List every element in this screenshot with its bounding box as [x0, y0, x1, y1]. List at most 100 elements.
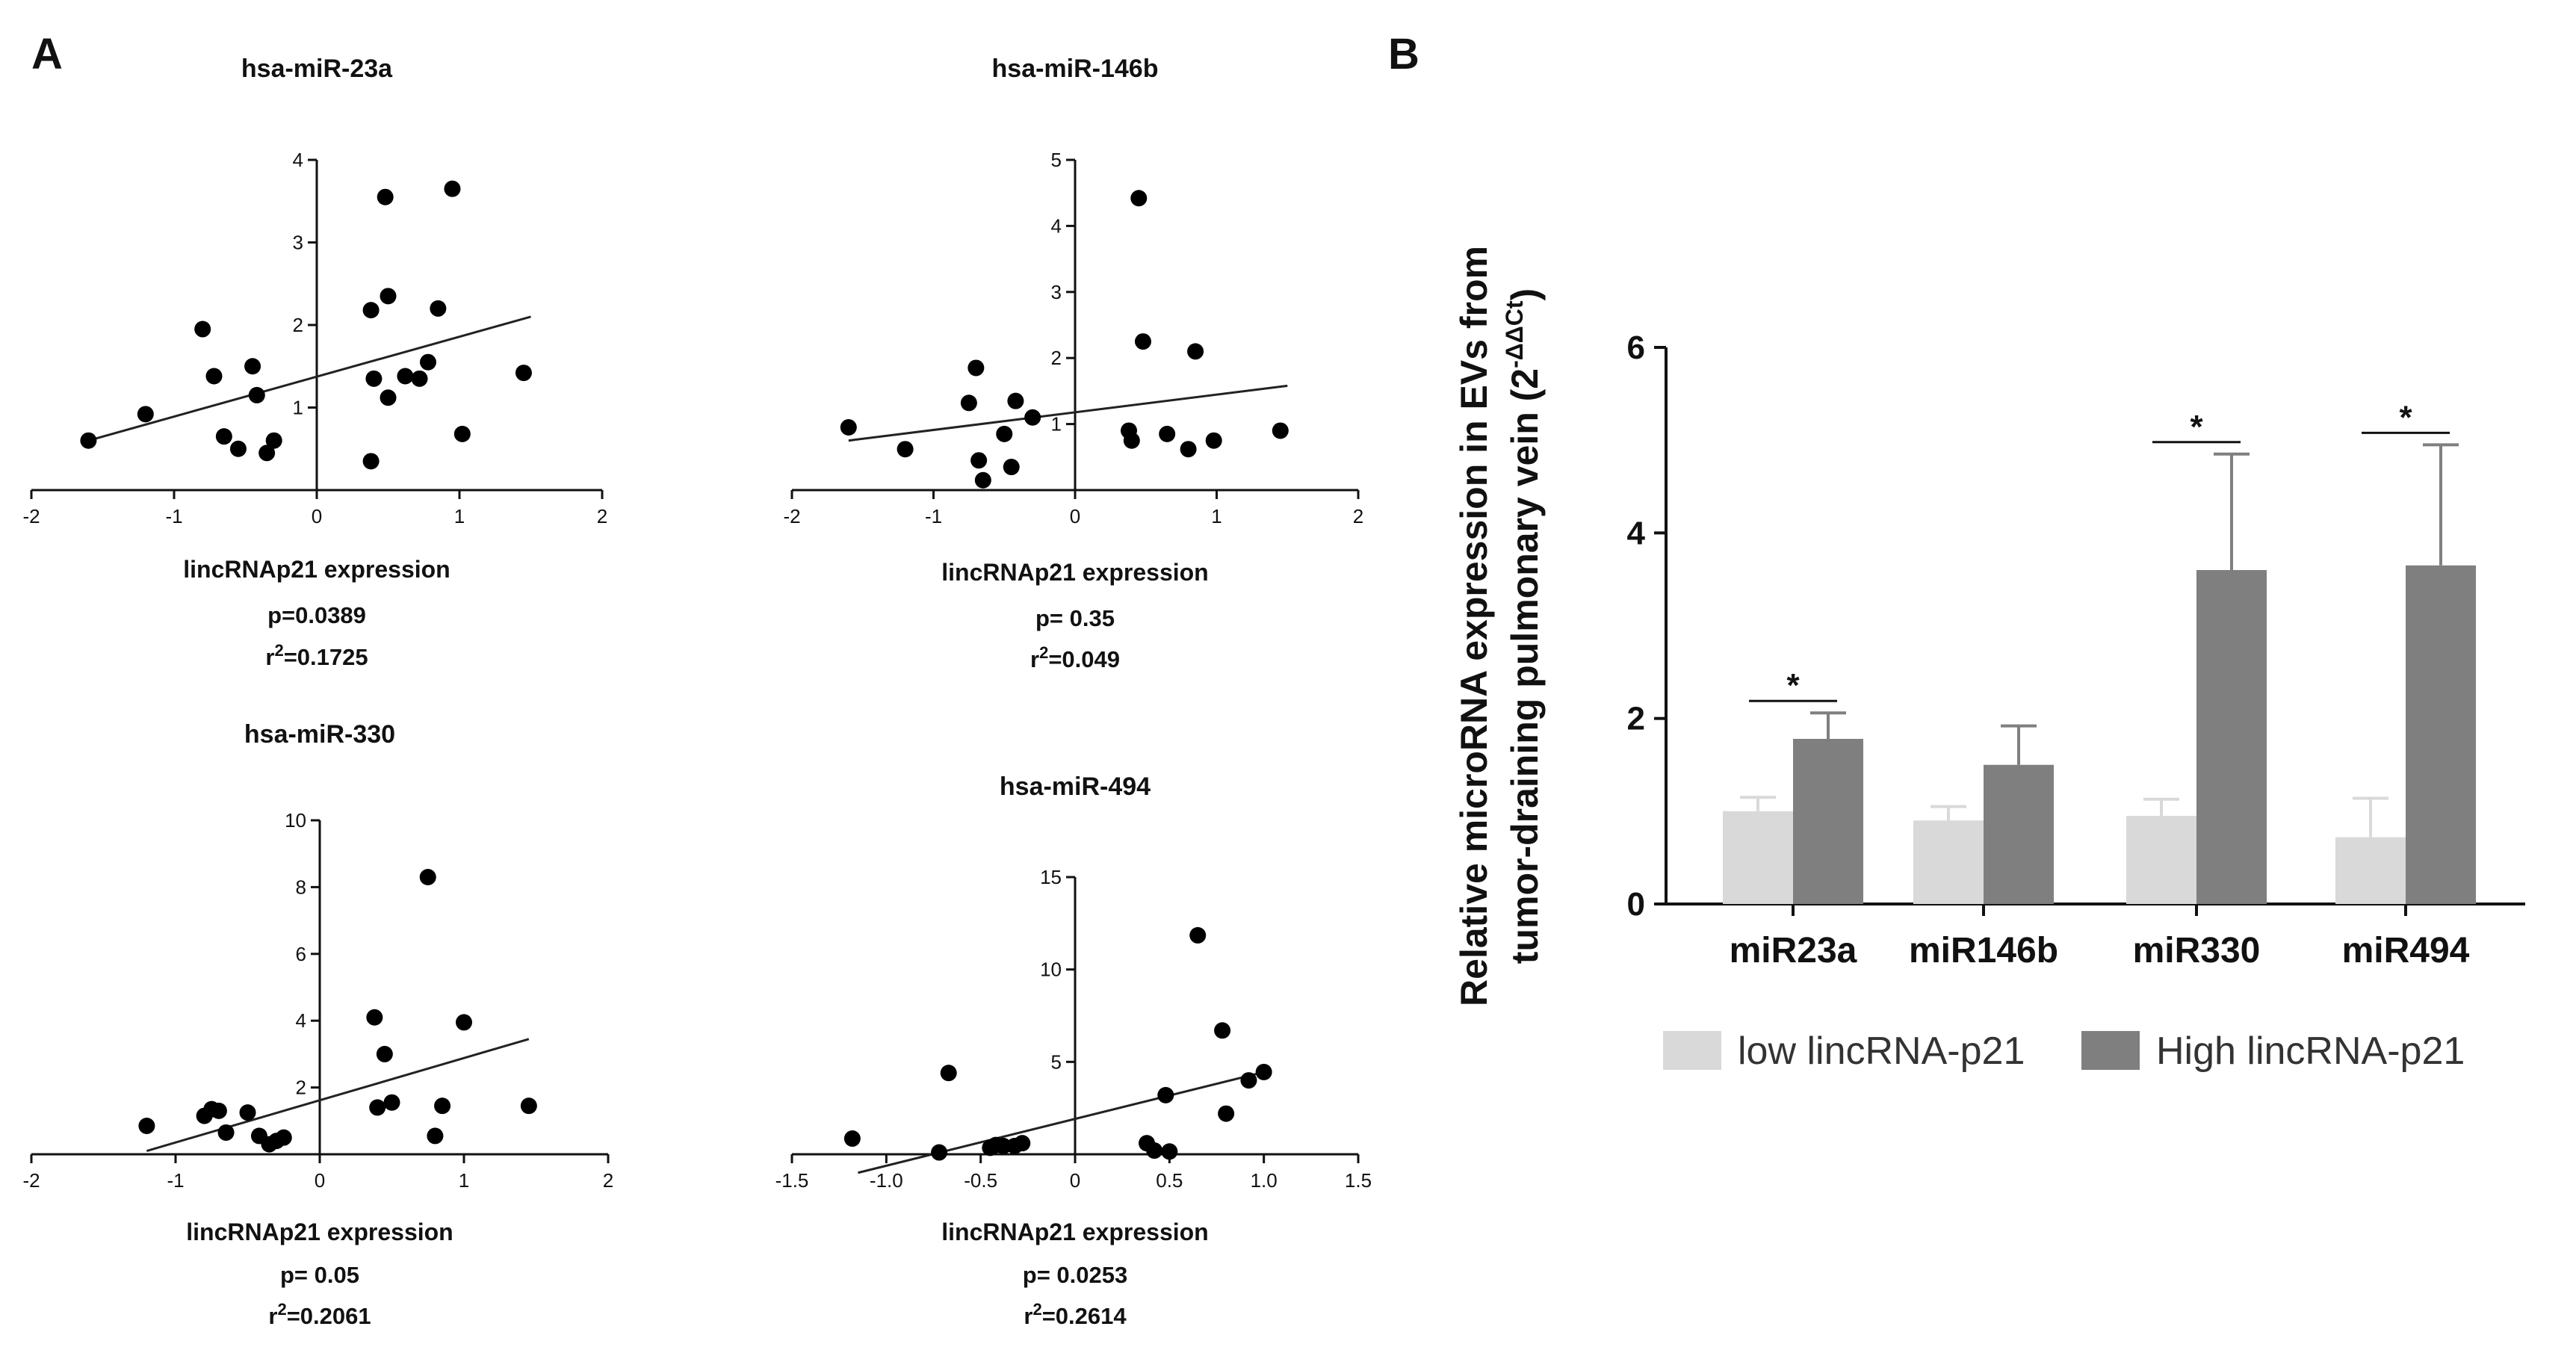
data-point [994, 1137, 1012, 1154]
data-point [970, 452, 988, 469]
p-value: p= 0.35 [1035, 605, 1115, 631]
r-squared: r2=0.2614 [1024, 1300, 1127, 1329]
category-label: miR494 [2342, 931, 2470, 970]
bar-y-tick-label: 6 [1627, 329, 1645, 366]
data-point [843, 1130, 861, 1147]
bar-y-tick-label: 2 [1627, 701, 1645, 737]
r-squared: r2=0.1725 [265, 641, 368, 670]
data-point [366, 1009, 383, 1026]
data-point [1130, 190, 1148, 207]
data-point [397, 368, 414, 385]
plot-title: hsa-miR-23a [241, 55, 393, 83]
y-tick-label: 5 [1051, 149, 1062, 171]
data-point [248, 386, 265, 403]
data-point [383, 1094, 400, 1111]
data-point [215, 428, 232, 445]
ylabel-line2-superscript: -ΔΔCt [1501, 300, 1528, 368]
x-tick-label: -1.5 [775, 1169, 809, 1192]
regression-line [848, 384, 1288, 442]
p-value: p=0.0389 [267, 602, 366, 628]
data-point [380, 288, 397, 305]
data-point [138, 1118, 155, 1135]
data-point [258, 445, 276, 462]
data-point [430, 300, 447, 317]
data-point [419, 868, 436, 885]
data-point [444, 180, 461, 197]
x-tick-label: 0 [1070, 505, 1080, 527]
data-point [362, 453, 380, 470]
x-tick-label: -2 [22, 505, 40, 527]
x-axis-label: lincRNAp21 expression [941, 1219, 1208, 1245]
x-tick-label: 0 [315, 1169, 325, 1192]
x-tick-label: 2 [603, 1169, 613, 1192]
bar-low-lincrna [1723, 811, 1793, 904]
bar-y-axis-label-line1: Relative microRNA expression in EVs from [1453, 246, 1495, 1006]
y-tick-label: 10 [1040, 959, 1062, 981]
r-squared-prefix: r [265, 644, 274, 670]
x-tick-label: -0.5 [964, 1169, 997, 1192]
r-squared: r2=0.049 [1030, 643, 1120, 672]
data-point [239, 1104, 256, 1121]
data-point [1240, 1072, 1257, 1089]
category-label: miR330 [2133, 931, 2261, 970]
scatter-plot-mir330: hsa-miR-330 -2 -1 0 1 2 2 4 6 8 10 lincRNAp21 expre… [22, 720, 613, 1329]
data-point [210, 1102, 227, 1119]
x-tick-label: 1.0 [1251, 1169, 1278, 1192]
x-tick-label: 0.5 [1156, 1169, 1183, 1192]
data-point [840, 419, 857, 436]
bar-high-lincrna [1984, 764, 2054, 904]
legend-label: low lincRNA-p21 [1738, 1030, 2025, 1073]
y-tick-label: 8 [296, 876, 306, 898]
y-tick-label: 3 [1051, 281, 1062, 303]
data-point [1180, 441, 1197, 458]
x-axis-label: lincRNAp21 expression [186, 1219, 453, 1245]
category-label: miR146b [1909, 931, 2058, 970]
x-tick-label: 1 [1211, 505, 1222, 527]
data-point [967, 359, 985, 377]
y-tick-label: 4 [296, 1009, 306, 1032]
data-point [275, 1129, 292, 1146]
x-tick-label: 0 [312, 505, 322, 527]
data-point [1218, 1105, 1235, 1122]
data-point [369, 1099, 386, 1116]
data-point [217, 1124, 235, 1141]
data-point [1189, 926, 1207, 944]
data-point [265, 432, 282, 449]
data-point [1007, 392, 1024, 409]
bar-low-lincrna [1913, 820, 1984, 904]
data-point [456, 1014, 472, 1031]
data-point [897, 441, 914, 458]
r-squared-superscript: 2 [1039, 643, 1048, 662]
data-point [1014, 1135, 1031, 1152]
r-squared-superscript: 2 [274, 641, 283, 660]
p-value: p= 0.05 [280, 1262, 359, 1288]
data-point [1272, 422, 1289, 439]
bar-chart-mirna-expression: 0 2 4 6 miR23a * miR146b miR330 * miR494 * Relative… [1453, 246, 2525, 1073]
bar-y-tick-label: 0 [1627, 886, 1645, 923]
y-tick-label: 2 [293, 314, 303, 336]
data-point [427, 1127, 444, 1145]
x-tick-label: 0 [1070, 1169, 1080, 1192]
data-point [453, 425, 471, 442]
data-point [1159, 425, 1176, 442]
data-point [996, 425, 1013, 442]
y-tick-label: 15 [1040, 866, 1062, 888]
y-tick-label: 2 [296, 1077, 306, 1099]
r-squared-value: =0.2061 [287, 1303, 371, 1329]
x-tick-label: -1.0 [870, 1169, 903, 1192]
data-point [1187, 343, 1204, 360]
plot-title: hsa-miR-330 [244, 720, 395, 749]
y-tick-label: 2 [1051, 347, 1062, 369]
data-point [80, 432, 97, 449]
x-tick-label: -2 [783, 505, 800, 527]
y-tick-label: 10 [285, 809, 306, 832]
bar-y-axis-label-line2: tumor-draining pulmonary vein (2-ΔΔCt) [1501, 288, 1546, 964]
data-point [137, 406, 154, 423]
ylabel-line2-end: ) [1504, 288, 1546, 301]
data-point [229, 440, 247, 457]
data-point [1003, 459, 1020, 476]
data-point [515, 365, 532, 382]
panel-letter-b: B [1388, 30, 1419, 78]
data-point [974, 471, 991, 489]
